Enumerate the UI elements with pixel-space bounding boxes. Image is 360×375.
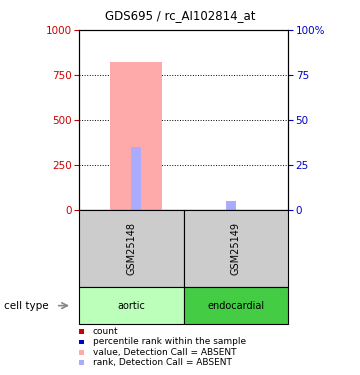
Bar (110, 62, 162, 210)
Text: GSM25148: GSM25148 (126, 222, 136, 275)
Bar (226, 201, 236, 210)
Bar (131, 147, 141, 210)
Text: GSM25149: GSM25149 (231, 222, 241, 275)
Text: value, Detection Call = ABSENT: value, Detection Call = ABSENT (93, 348, 236, 357)
Text: percentile rank within the sample: percentile rank within the sample (93, 338, 246, 346)
Text: rank, Detection Call = ABSENT: rank, Detection Call = ABSENT (93, 358, 231, 367)
Text: GDS695 / rc_AI102814_at: GDS695 / rc_AI102814_at (105, 9, 255, 22)
Text: count: count (93, 327, 118, 336)
Text: aortic: aortic (117, 301, 145, 310)
Text: endocardial: endocardial (207, 301, 264, 310)
Text: cell type: cell type (4, 301, 48, 310)
